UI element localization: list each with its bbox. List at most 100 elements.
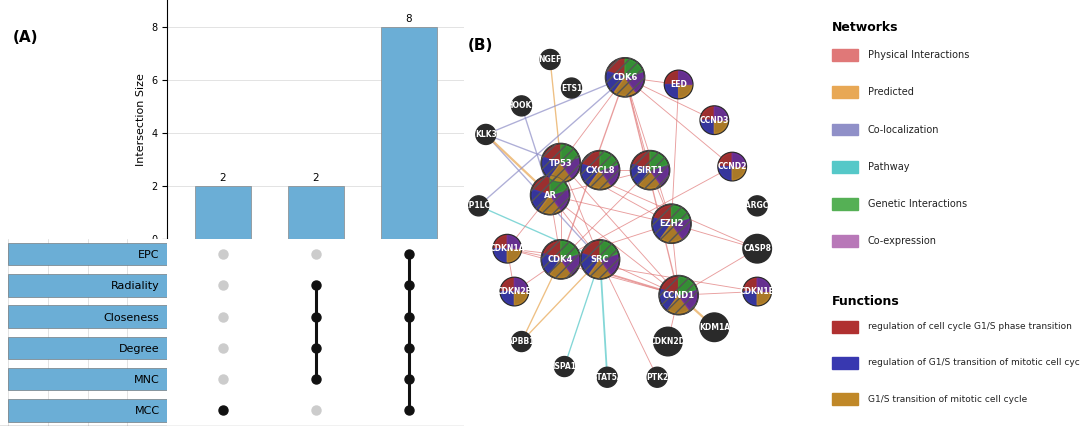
Text: CDKN1A: CDKN1A	[489, 244, 525, 253]
Wedge shape	[661, 290, 678, 310]
Text: MAP1LC3B: MAP1LC3B	[456, 201, 502, 210]
Text: CCND3: CCND3	[700, 116, 729, 125]
Wedge shape	[661, 224, 683, 242]
Wedge shape	[650, 164, 669, 185]
Text: (A): (A)	[13, 30, 39, 45]
Text: STAT5A: STAT5A	[592, 373, 623, 382]
Text: CDKN2D: CDKN2D	[650, 337, 686, 346]
Wedge shape	[495, 249, 508, 262]
Wedge shape	[607, 72, 625, 92]
Text: KLK3: KLK3	[475, 130, 497, 139]
Wedge shape	[583, 242, 600, 259]
Text: regulation of G1/S transition of mitotic cell cycle: regulation of G1/S transition of mitotic…	[868, 358, 1080, 368]
Wedge shape	[665, 71, 678, 84]
Wedge shape	[669, 295, 689, 313]
Wedge shape	[719, 167, 732, 180]
Wedge shape	[501, 279, 514, 291]
Wedge shape	[615, 78, 636, 95]
Wedge shape	[633, 152, 650, 170]
Bar	[8, 243, 167, 265]
Wedge shape	[719, 153, 732, 167]
Circle shape	[700, 106, 729, 135]
Wedge shape	[678, 71, 692, 84]
Wedge shape	[672, 206, 689, 224]
Wedge shape	[543, 145, 561, 163]
Wedge shape	[672, 218, 689, 238]
FancyBboxPatch shape	[832, 357, 858, 369]
Circle shape	[747, 196, 767, 216]
Bar	[8, 337, 167, 359]
Text: regulation of cell cycle G1/S phase transition: regulation of cell cycle G1/S phase tran…	[868, 322, 1071, 331]
Text: KDM1A: KDM1A	[699, 323, 730, 332]
Text: PTK2: PTK2	[646, 373, 669, 382]
Text: Genetic Interactions: Genetic Interactions	[868, 199, 967, 209]
Circle shape	[743, 277, 771, 306]
Wedge shape	[639, 170, 661, 188]
Circle shape	[652, 204, 691, 243]
Text: CDKN2E: CDKN2E	[497, 287, 531, 296]
Circle shape	[530, 176, 570, 215]
Text: ETS1: ETS1	[561, 83, 582, 92]
Text: CDK6: CDK6	[612, 73, 638, 82]
Circle shape	[647, 367, 667, 387]
Bar	[288, 186, 343, 239]
Text: SRC: SRC	[591, 255, 609, 264]
Wedge shape	[625, 72, 643, 92]
Text: 2: 2	[219, 173, 226, 184]
Wedge shape	[625, 59, 643, 78]
FancyBboxPatch shape	[832, 321, 858, 333]
Wedge shape	[582, 164, 600, 185]
Wedge shape	[600, 242, 618, 259]
Circle shape	[476, 124, 496, 144]
FancyBboxPatch shape	[832, 161, 858, 173]
Text: PPARGC1A: PPARGC1A	[734, 201, 780, 210]
Text: CXCL8: CXCL8	[585, 166, 615, 175]
Wedge shape	[561, 254, 579, 274]
FancyBboxPatch shape	[832, 198, 858, 210]
Wedge shape	[600, 254, 618, 274]
Bar	[8, 368, 167, 390]
Text: Co-expression: Co-expression	[868, 236, 937, 246]
Text: EZH2: EZH2	[659, 219, 684, 228]
Wedge shape	[665, 84, 678, 98]
Text: TP53: TP53	[549, 158, 572, 167]
Wedge shape	[561, 242, 578, 259]
Circle shape	[653, 327, 683, 356]
Wedge shape	[590, 170, 610, 188]
Text: Networks: Networks	[832, 21, 899, 35]
Circle shape	[597, 367, 617, 387]
Bar	[8, 274, 167, 296]
Wedge shape	[732, 167, 745, 180]
Wedge shape	[532, 190, 550, 210]
Wedge shape	[508, 236, 521, 249]
Wedge shape	[714, 120, 728, 133]
Wedge shape	[701, 107, 714, 120]
Text: CCND1: CCND1	[662, 291, 694, 299]
Wedge shape	[757, 279, 770, 291]
Circle shape	[580, 240, 620, 279]
Text: Functions: Functions	[832, 295, 900, 308]
Wedge shape	[600, 152, 618, 170]
Circle shape	[659, 276, 699, 315]
Wedge shape	[653, 218, 672, 238]
Circle shape	[718, 153, 746, 181]
Wedge shape	[514, 279, 527, 291]
Wedge shape	[561, 158, 579, 178]
Circle shape	[580, 150, 620, 190]
Wedge shape	[678, 290, 697, 310]
Circle shape	[631, 150, 670, 190]
Circle shape	[541, 144, 580, 183]
Bar	[381, 26, 436, 239]
Text: HSPA1L: HSPA1L	[548, 362, 581, 371]
Text: Predicted: Predicted	[868, 87, 914, 98]
Wedge shape	[600, 164, 618, 185]
Wedge shape	[608, 59, 625, 78]
Circle shape	[562, 78, 581, 98]
Wedge shape	[540, 195, 561, 213]
Wedge shape	[678, 277, 696, 295]
Text: SIRT1: SIRT1	[636, 166, 663, 175]
FancyBboxPatch shape	[832, 235, 858, 247]
Wedge shape	[550, 177, 567, 195]
Wedge shape	[550, 190, 568, 210]
Circle shape	[512, 96, 531, 116]
